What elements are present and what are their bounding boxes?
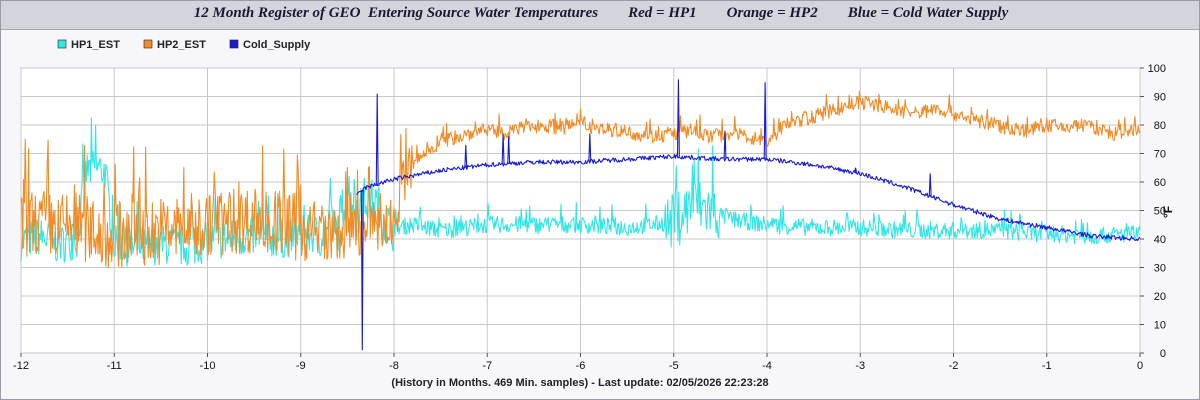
y-tick-label: 30: [1154, 263, 1166, 275]
legend-label-hp2-est: HP2_EST: [157, 39, 206, 51]
spike-mark: [375, 93, 379, 185]
x-tick-label: -1: [1042, 360, 1052, 372]
y-tick-label: 50: [1154, 206, 1166, 218]
y-axis-label: °F: [1161, 206, 1175, 218]
x-axis-label: (History in Months. 469 Min. samples) - …: [391, 377, 768, 389]
spike-mark: [763, 82, 767, 160]
spike-mark: [501, 133, 505, 164]
series-line-cold-supply: [356, 153, 1140, 241]
spike-mark: [360, 189, 364, 351]
spike-mark: [507, 136, 511, 164]
chart-title: 12 Month Register of GEO Entering Source…: [193, 5, 1009, 21]
spike-mark: [723, 130, 727, 160]
axes: -12 -11 -10 -9 -8 -7 -6 -5 -4 -3 -2 -1 0010203040506…: [13, 63, 1166, 372]
legend-label-cold-supply: Cold_Supply: [243, 39, 311, 51]
x-tick-label: -10: [200, 360, 216, 372]
legend-label-hp1-est: HP1_EST: [71, 39, 120, 51]
x-tick-label: -7: [482, 360, 492, 372]
x-tick-label: 0: [1137, 360, 1143, 372]
x-tick-label: -5: [669, 360, 679, 372]
x-tick-label: -8: [389, 360, 399, 372]
x-tick-label: -4: [762, 360, 772, 372]
spike-mark: [854, 167, 858, 173]
spike-mark: [464, 144, 468, 168]
legend-swatch-cold-supply: [229, 39, 239, 49]
legend-swatch-hp2-est: [143, 39, 153, 49]
x-tick-label: -2: [949, 360, 959, 372]
y-tick-label: 10: [1154, 320, 1166, 332]
y-tick-label: 70: [1154, 149, 1166, 161]
legend: HP1_EST HP2_EST Cold_Supply: [57, 39, 311, 51]
x-tick-label: -12: [13, 360, 29, 372]
x-tick-label: -3: [855, 360, 865, 372]
x-tick-label: -6: [576, 360, 586, 372]
y-tick-label: 20: [1154, 291, 1166, 303]
title-bar: 12 Month Register of GEO Entering Source…: [1, 1, 1199, 30]
series-line-hp1-est: [20, 117, 1141, 267]
spike-mark: [676, 79, 680, 157]
series-layer: [20, 79, 1141, 351]
spike-mark: [928, 173, 932, 197]
y-tick-label: 0: [1160, 348, 1166, 360]
y-tick-label: 40: [1154, 234, 1166, 246]
y-tick-label: 60: [1154, 177, 1166, 189]
x-tick-label: -9: [296, 360, 306, 372]
y-tick-label: 100: [1148, 63, 1166, 75]
x-tick-label: -11: [107, 360, 122, 372]
spike-mark: [588, 133, 592, 162]
y-tick-label: 80: [1154, 120, 1166, 132]
y-tick-label: 90: [1154, 92, 1166, 104]
legend-swatch-hp1-est: [57, 39, 67, 49]
series-line-hp2-est: [20, 90, 1141, 269]
